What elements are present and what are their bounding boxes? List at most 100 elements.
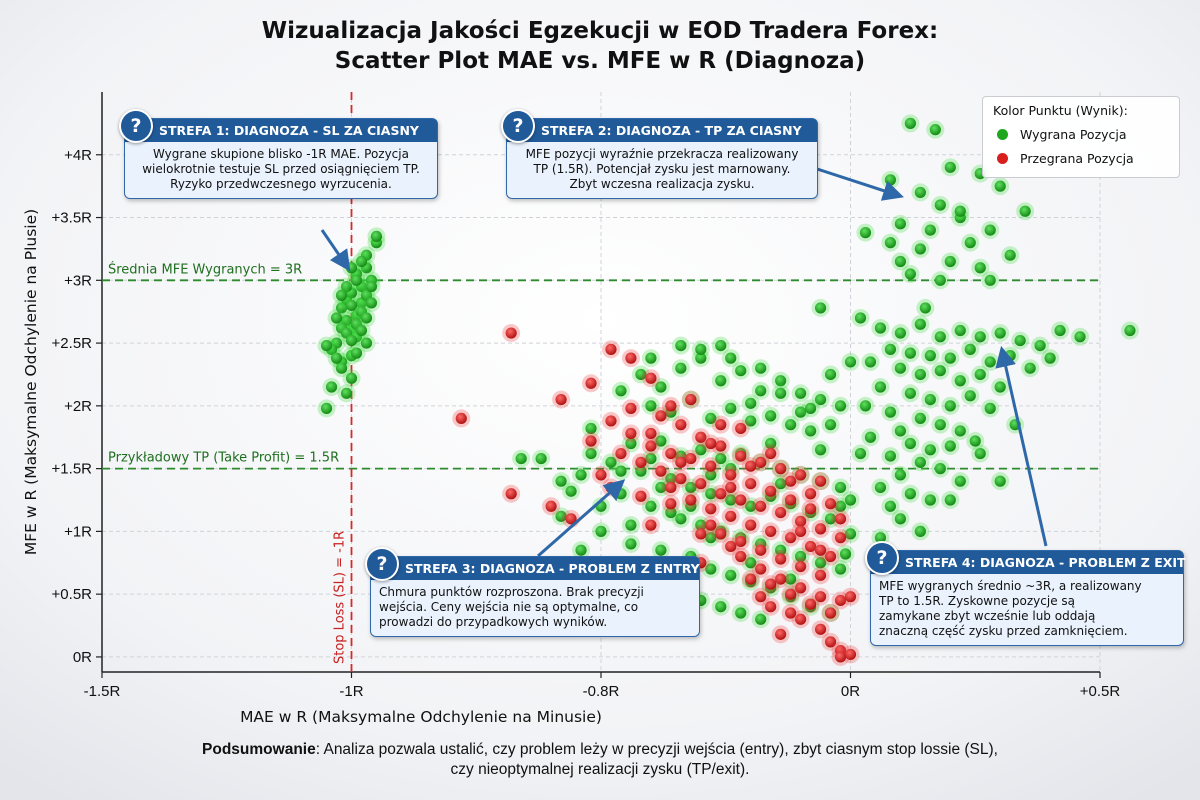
point-win-119: [874, 481, 887, 494]
point-loss-52: [735, 550, 747, 563]
point-loss-100: [795, 525, 807, 537]
point-win-210: [575, 469, 587, 481]
point-loss-44: [804, 540, 817, 553]
point-loss-24: [745, 478, 757, 490]
legend-title: Kolor Punktu (Wynik):: [993, 103, 1128, 118]
point-win-30: [335, 362, 348, 374]
point-loss-66: [844, 648, 857, 661]
legend-dot-win: [997, 129, 1008, 140]
point-win-28: [355, 255, 368, 268]
summary-bold: Podsumowanie: [202, 741, 316, 758]
point-loss-10: [675, 419, 687, 431]
point-win-149: [705, 412, 717, 425]
callout-zone1-header: STREFA 1: DIAGNOZA - SL ZA CIASNY: [125, 119, 437, 142]
point-win-141: [755, 385, 767, 397]
point-win-155: [824, 419, 837, 431]
point-win-105: [914, 412, 926, 425]
point-win-212: [695, 343, 707, 355]
point-win-223: [565, 485, 577, 497]
point-loss-42: [765, 525, 777, 537]
x-tick-label-0: -1.5R: [84, 683, 121, 700]
legend-label-loss: Przegrana Pozycja: [1020, 151, 1134, 166]
point-win-201: [575, 544, 587, 556]
callout-arrows: [320, 164, 1048, 558]
reference-lines: Średnia MFE Wygranych = 3R Przykładowy TP…: [102, 92, 1100, 672]
point-loss-19: [645, 440, 657, 452]
point-win-77: [994, 327, 1006, 339]
point-win-47: [884, 174, 897, 186]
point-win-75: [954, 324, 966, 337]
point-win-98: [874, 381, 887, 393]
point-loss-101: [814, 544, 827, 556]
point-win-172: [725, 494, 737, 506]
point-win-67: [984, 274, 996, 286]
point-win-53: [934, 199, 946, 211]
point-win-38: [335, 289, 348, 301]
point-win-207: [735, 607, 747, 619]
point-win-60: [914, 243, 926, 255]
y-tick-label-0: 0R: [73, 649, 92, 666]
point-win-153: [785, 419, 797, 431]
point-loss-39: [705, 503, 717, 515]
point-loss-96: [755, 591, 767, 603]
x-axis-label: MAE w R (Maksymalne Odchylenie na Minusi…: [240, 708, 602, 726]
point-win-74: [934, 331, 946, 343]
arrow-zone4: [995, 345, 1048, 547]
point-win-185: [775, 544, 787, 556]
point-win-208: [755, 613, 767, 625]
point-win-78: [1014, 334, 1026, 347]
point-win-118: [954, 475, 966, 487]
point-loss-46: [715, 528, 727, 540]
point-win-62: [1004, 249, 1016, 261]
point-loss-59: [785, 588, 797, 600]
callout-zone3-line1: Chmura punktów rozproszona. Brak precyzj…: [379, 585, 644, 599]
point-win-170: [685, 481, 697, 494]
point-loss-60: [804, 598, 817, 610]
point-loss-37: [834, 532, 847, 544]
point-loss-13: [735, 450, 747, 462]
point-win-94: [934, 365, 946, 377]
point-win-55: [894, 218, 907, 230]
point-win-70: [854, 312, 867, 324]
point-loss-31: [715, 488, 727, 500]
point-win-142: [775, 375, 787, 387]
callout-zone4-line3: zamykane zbyt wcześnie lub oddają: [879, 609, 1096, 623]
point-loss-98: [685, 393, 697, 406]
y-tick-label-6: +3R: [64, 272, 92, 289]
point-win-134: [969, 435, 981, 447]
point-loss-53: [755, 563, 767, 575]
point-win-102: [964, 390, 976, 402]
point-win-133: [919, 302, 931, 314]
point-win-57: [924, 224, 936, 236]
point-loss-57: [834, 594, 847, 607]
point-loss-20: [665, 447, 677, 460]
point-loss-84: [735, 422, 747, 435]
point-win-58: [884, 237, 897, 249]
point-win-211: [645, 352, 657, 364]
point-loss-36: [814, 523, 827, 535]
point-loss-92: [655, 410, 667, 422]
point-win-99: [904, 387, 916, 399]
point-loss-4: [585, 377, 597, 389]
point-win-100: [924, 393, 936, 406]
point-win-33: [350, 347, 363, 359]
summary: Podsumowanie: Analiza pozwala ustalić, c…: [0, 740, 1200, 780]
point-win-135: [635, 368, 647, 381]
point-win-101: [944, 400, 956, 412]
point-win-40: [320, 402, 333, 414]
callout-zone3: ? STREFA 3: DIAGNOZA - PROBLEM Z ENTRY C…: [365, 547, 700, 637]
point-win-221: [834, 500, 847, 512]
point-win-104: [884, 406, 897, 418]
point-win-180: [675, 513, 687, 525]
question-icon: ?: [501, 109, 535, 143]
point-win-107: [894, 425, 907, 437]
point-win-121: [924, 494, 936, 506]
point-loss-49: [775, 553, 787, 565]
point-win-168: [635, 465, 647, 477]
point-win-179: [645, 500, 657, 512]
point-loss-75: [745, 573, 757, 585]
point-loss-28: [655, 465, 667, 477]
y-tick-label-2: +1R: [64, 523, 92, 540]
point-win-247: [715, 339, 727, 352]
point-win-71: [874, 322, 887, 334]
